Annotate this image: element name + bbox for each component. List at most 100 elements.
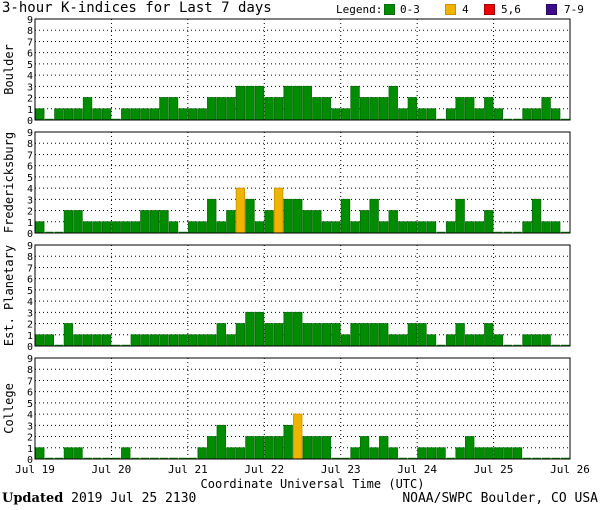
kindex-bar — [436, 447, 446, 460]
station-label: Boulder — [2, 44, 16, 95]
y-tick-label: 9 — [27, 354, 33, 365]
kindex-bar — [283, 424, 293, 460]
y-tick-label: 1 — [27, 331, 33, 342]
kindex-bar — [550, 221, 561, 234]
kindex-bar — [388, 447, 398, 460]
kindex-bar — [159, 334, 169, 347]
kindex-bar — [207, 97, 217, 121]
y-tick-label: 5 — [27, 286, 33, 297]
kindex-bar — [331, 221, 341, 234]
y-tick-label: 8 — [27, 365, 33, 376]
kindex-bar — [379, 97, 389, 121]
kindex-bar — [407, 221, 418, 234]
kindex-bar — [254, 436, 265, 460]
y-tick-label: 6 — [27, 162, 33, 173]
kindex-bar — [130, 221, 140, 234]
kindex-bar — [35, 221, 45, 234]
kindex-bar — [101, 221, 112, 234]
kindex-bar — [541, 334, 551, 347]
kindex-bar — [121, 221, 131, 234]
kindex-bar — [350, 447, 360, 460]
kindex-bar — [149, 210, 160, 234]
y-tick-label: 9 — [27, 128, 33, 139]
kindex-bar — [522, 221, 532, 234]
station-label: Fredericksburg — [2, 132, 16, 233]
kindex-bar — [426, 447, 437, 460]
kindex-bar — [359, 436, 370, 460]
y-tick-label: 2 — [27, 320, 33, 331]
kindex-bar — [264, 97, 274, 121]
kindex-bar — [455, 198, 465, 234]
kindex-bar — [168, 334, 179, 347]
panel-border — [34, 18, 571, 121]
kindex-bar — [388, 334, 398, 347]
kindex-bar — [522, 108, 532, 121]
kindex-bar — [226, 447, 236, 460]
kindex-bar — [312, 436, 322, 460]
kindex-bar — [379, 323, 389, 347]
kindex-bar — [35, 447, 45, 460]
kindex-bar — [101, 334, 112, 347]
kindex-bar — [73, 447, 83, 460]
kindex-bar — [226, 210, 236, 234]
kindex-bar — [226, 97, 236, 121]
kindex-bar — [465, 436, 475, 460]
kindex-bar — [245, 198, 255, 234]
y-tick-label: 2 — [27, 207, 33, 218]
kindex-bar — [445, 334, 456, 347]
y-tick-label: 4 — [27, 184, 33, 195]
kindex-bar — [379, 436, 389, 460]
y-tick-label: 9 — [27, 15, 33, 26]
kindex-bar — [493, 108, 504, 121]
kindex-bar — [340, 108, 351, 121]
kindex-bar — [522, 334, 532, 347]
kindex-bar — [350, 221, 360, 234]
kindex-bar — [159, 97, 169, 121]
kindex-bar — [302, 323, 312, 347]
kindex-bar — [283, 311, 293, 347]
kindex-bar — [216, 221, 226, 234]
kindex-bar — [63, 108, 74, 121]
x-axis-label: Coordinate Universal Time (UTC) — [201, 477, 425, 491]
legend-text-7-9: 7-9 — [564, 3, 584, 16]
x-tick-label: Jul 26 — [550, 463, 590, 476]
kindex-bar — [92, 221, 102, 234]
kindex-bar — [187, 108, 198, 121]
kindex-bar — [493, 334, 504, 347]
kindex-bar — [321, 323, 332, 347]
legend-text-5-6: 5,6 — [501, 3, 521, 16]
kindex-bar — [302, 210, 312, 234]
y-tick-label: 1 — [27, 218, 33, 229]
y-tick-label: 7 — [27, 37, 33, 48]
kindex-bar — [398, 221, 408, 234]
y-tick-label: 4 — [27, 297, 33, 308]
kindex-bar — [216, 424, 226, 460]
kindex-bar — [503, 447, 513, 460]
x-tick-label: Jul 22 — [244, 463, 284, 476]
kindex-bar — [359, 97, 370, 121]
kindex-bar — [379, 221, 389, 234]
kindex-bar — [484, 447, 494, 460]
kindex-bar — [340, 198, 351, 234]
kindex-bar — [293, 413, 303, 460]
kindex-bar — [73, 210, 83, 234]
kindex-bar — [207, 198, 217, 234]
y-tick-label: 2 — [27, 94, 33, 105]
kindex-bar — [149, 108, 160, 121]
legend-swatch-5-6 — [484, 4, 495, 15]
kindex-bar — [474, 447, 484, 460]
panel-frame — [34, 357, 571, 460]
y-tick-label: 4 — [27, 410, 33, 421]
kindex-bar — [407, 323, 418, 347]
kindex-bar — [417, 323, 427, 347]
kindex-bar — [426, 334, 437, 347]
y-tick-label: 2 — [27, 433, 33, 444]
kindex-bar — [73, 334, 83, 347]
y-tick-label: 7 — [27, 376, 33, 387]
kindex-bar — [398, 108, 408, 121]
kindex-bar — [293, 311, 303, 347]
kindex-bar — [407, 97, 418, 121]
panel-frame — [34, 131, 571, 234]
legend-label: Legend: — [336, 3, 383, 16]
